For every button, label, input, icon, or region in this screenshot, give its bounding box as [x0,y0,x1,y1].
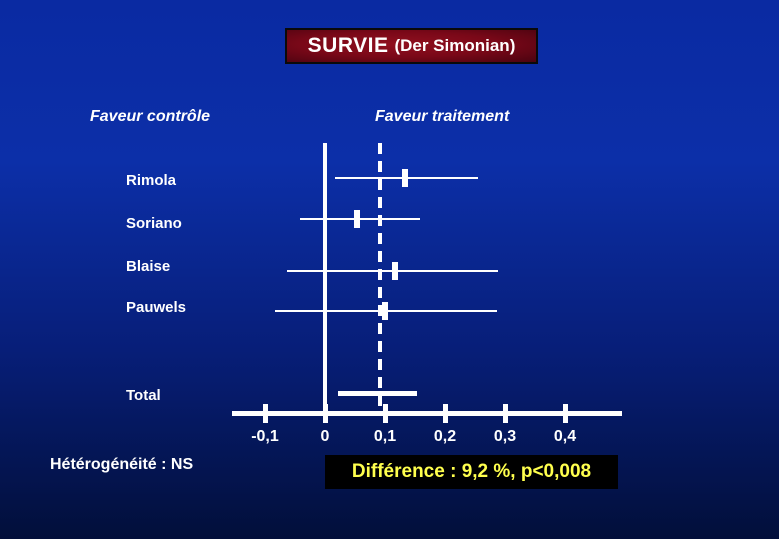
difference-box: Différence : 9,2 %, p<0,008 [325,455,618,489]
estimate-tick [382,302,388,320]
slide-title-box: SURVIE (Der Simonian) [285,28,538,64]
x-axis-tick [383,404,388,423]
slide-title-sub: (Der Simonian) [394,36,516,55]
study-label: Soriano [126,215,182,232]
total-ci-bar [338,391,417,396]
zero-reference-line [323,143,327,416]
favor-control-label: Faveur contrôle [90,108,211,125]
x-axis-tick-label: 0,1 [373,428,397,445]
x-axis-tick-label: 0 [320,428,330,445]
study-label: Rimola [126,172,177,189]
study-label: Blaise [126,258,171,275]
x-axis-tick [503,404,508,423]
pooled-estimate-dashed-line [378,143,383,411]
study-label: Total [126,387,161,404]
slide-title-main: SURVIE [307,34,389,57]
x-axis-line [232,411,622,416]
heterogeneity-label: Hétérogénéité : NS [50,456,194,473]
ci-line [299,218,420,220]
x-axis-tick [263,404,268,423]
x-axis-tick-label: 0,4 [553,428,577,445]
difference-label: Différence : 9,2 %, p<0,008 [351,461,592,482]
estimate-tick [353,210,360,228]
x-axis-tick [443,404,448,423]
x-axis-tick-label: 0,3 [493,428,517,445]
study-label: Pauwels [126,299,187,316]
x-axis-tick-label: -0,1 [251,428,279,445]
favor-treatment-label: Faveur traitement [375,108,510,125]
estimate-tick [392,262,399,280]
x-axis-tick [563,404,568,423]
estimate-tick [401,169,408,187]
x-axis-tick-label: 0,2 [433,428,457,445]
